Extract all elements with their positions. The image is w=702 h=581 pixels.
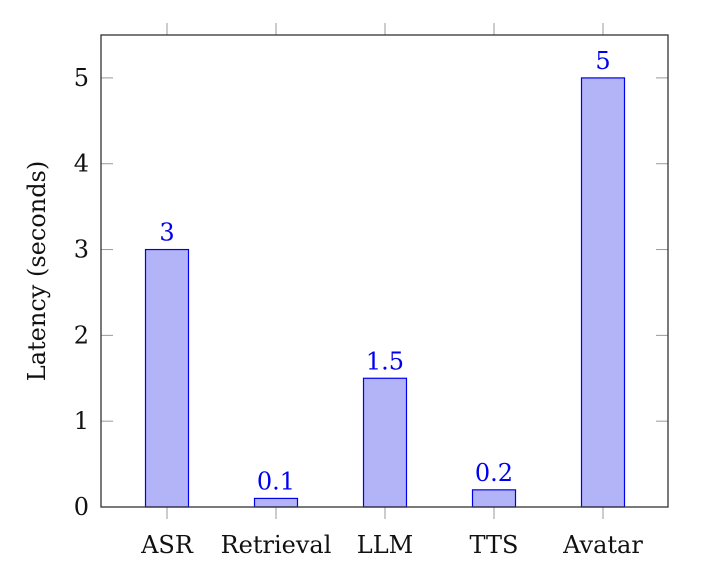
x-tick-label: TTS bbox=[470, 531, 519, 559]
bar-value-label: 3 bbox=[159, 219, 174, 247]
bar-asr bbox=[144, 248, 190, 508]
y-tick-label: 5 bbox=[74, 64, 89, 92]
y-axis-label: Latency (seconds) bbox=[23, 161, 51, 381]
x-tick-label: Avatar bbox=[562, 531, 643, 559]
tick-marks bbox=[101, 23, 668, 519]
x-axis-tick-labels: ASR Retrieval LLM TTS Avatar bbox=[140, 531, 643, 559]
bar-value-label: 0.1 bbox=[257, 467, 295, 495]
x-tick-label: LLM bbox=[357, 531, 413, 559]
bar-value-label: 0.2 bbox=[475, 459, 513, 487]
x-tick-label: ASR bbox=[140, 531, 194, 559]
bar-avatar bbox=[580, 77, 626, 508]
x-tick-label: Retrieval bbox=[221, 531, 332, 559]
bars: 3 0.1 1.5 0.2 5 bbox=[144, 47, 626, 508]
y-tick-label: 0 bbox=[74, 493, 89, 521]
bar-value-label: 5 bbox=[595, 47, 610, 75]
bar-retrieval bbox=[253, 497, 299, 508]
y-axis-tick-labels: 0 1 2 3 4 5 bbox=[74, 64, 89, 521]
bar-tts bbox=[471, 489, 517, 508]
y-tick-label: 4 bbox=[74, 150, 89, 178]
y-tick-label: 3 bbox=[74, 236, 89, 264]
bar-llm bbox=[362, 377, 408, 508]
bar-value-label: 1.5 bbox=[366, 347, 404, 375]
plot-frame bbox=[100, 34, 669, 508]
y-tick-label: 1 bbox=[74, 407, 89, 435]
y-tick-label: 2 bbox=[74, 321, 89, 349]
